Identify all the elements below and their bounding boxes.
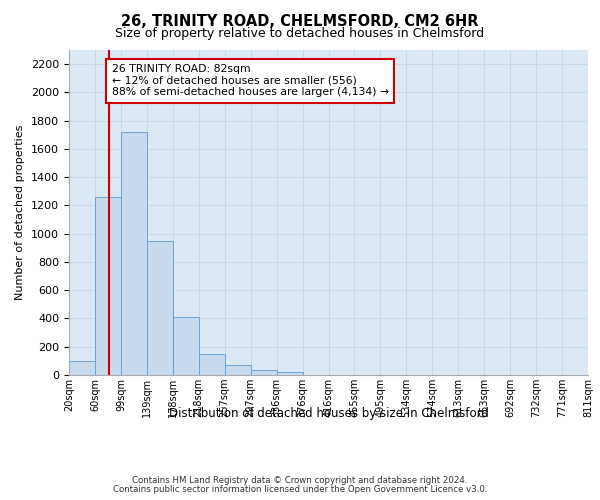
Text: Size of property relative to detached houses in Chelmsford: Size of property relative to detached ho…	[115, 28, 485, 40]
Bar	[121, 132, 147, 375]
Bar	[173, 317, 199, 375]
Text: Distribution of detached houses by size in Chelmsford: Distribution of detached houses by size …	[169, 408, 489, 420]
Text: 26, TRINITY ROAD, CHELMSFORD, CM2 6HR: 26, TRINITY ROAD, CHELMSFORD, CM2 6HR	[121, 14, 479, 29]
Y-axis label: Number of detached properties: Number of detached properties	[16, 125, 25, 300]
Bar	[95, 197, 121, 375]
Bar	[199, 354, 224, 375]
Text: Contains public sector information licensed under the Open Government Licence v3: Contains public sector information licen…	[113, 484, 487, 494]
Bar	[251, 370, 277, 375]
Text: Contains HM Land Registry data © Crown copyright and database right 2024.: Contains HM Land Registry data © Crown c…	[132, 476, 468, 485]
Bar	[147, 241, 173, 375]
Text: 26 TRINITY ROAD: 82sqm
← 12% of detached houses are smaller (556)
88% of semi-de: 26 TRINITY ROAD: 82sqm ← 12% of detached…	[112, 64, 389, 98]
Bar	[69, 361, 95, 375]
Bar	[225, 365, 251, 375]
Bar	[277, 372, 302, 375]
